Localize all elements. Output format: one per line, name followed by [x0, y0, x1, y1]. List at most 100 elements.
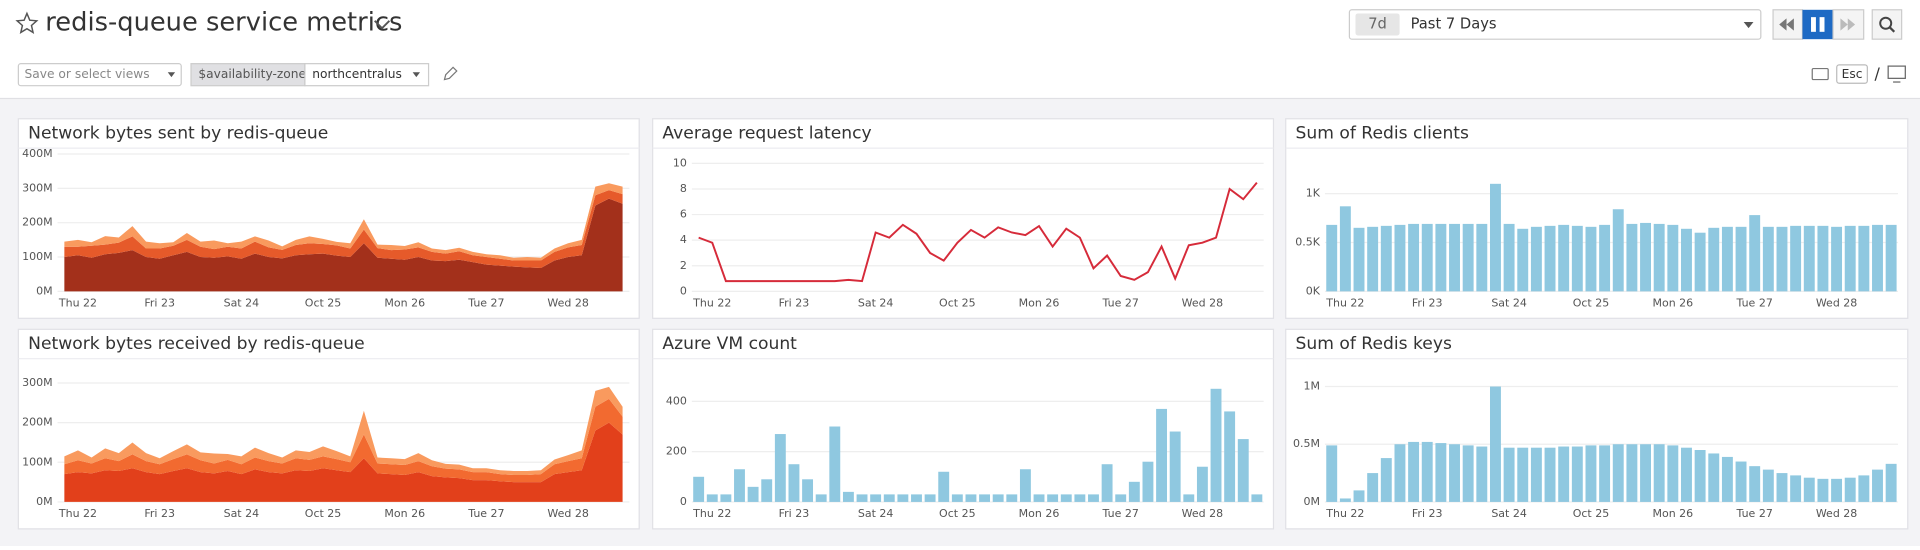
bar [856, 494, 868, 502]
time-picker-caret [1743, 22, 1754, 29]
bar [1476, 223, 1488, 292]
prev-icon [1779, 18, 1794, 31]
bar [774, 434, 786, 502]
bar [761, 479, 773, 502]
time-picker-box[interactable] [1348, 9, 1762, 40]
bar [1653, 444, 1665, 502]
bar [1544, 447, 1556, 502]
variable-value-box[interactable] [304, 63, 430, 87]
y-tick-label: 0.5K [1295, 235, 1320, 248]
bar [924, 494, 936, 502]
y-tick-label: 0M [1303, 495, 1320, 508]
y-tick-label: 300M [22, 376, 53, 389]
bar [1844, 225, 1856, 292]
x-tick-label: Thu 22 [1325, 507, 1364, 520]
x-tick-label: Sat 24 [858, 297, 894, 310]
bar [1831, 226, 1843, 292]
bar [1599, 224, 1611, 292]
bar [1489, 386, 1501, 502]
y-tick-label: 300M [22, 181, 53, 194]
bar [1831, 478, 1843, 502]
bar [1489, 183, 1501, 292]
bar [1033, 494, 1045, 502]
area-segment [64, 190, 623, 269]
pause-icon [1819, 17, 1825, 32]
x-tick-label: Thu 22 [58, 507, 97, 520]
bar [1517, 447, 1529, 502]
bar [1640, 222, 1651, 292]
bar [1476, 446, 1488, 502]
bar [1571, 446, 1583, 502]
y-tick-label: 1K [1306, 187, 1321, 200]
bar [1599, 445, 1611, 502]
y-tick-label: 0M [36, 284, 53, 297]
x-tick-label: Tue 27 [1102, 297, 1139, 310]
bar [1544, 225, 1556, 292]
bar [1339, 498, 1351, 502]
bar [1224, 411, 1236, 502]
bar [1367, 226, 1379, 292]
time-picker[interactable]: 7d Past 7 Days [1348, 9, 1762, 40]
bar [1872, 224, 1883, 292]
bar [693, 476, 705, 502]
bar [1721, 226, 1733, 292]
next-button[interactable] [1832, 9, 1865, 40]
bar [1681, 228, 1692, 292]
bar [1612, 209, 1624, 292]
x-tick-label: Mon 26 [1019, 297, 1060, 310]
x-tick-label: Tue 27 [467, 507, 504, 520]
bar [1142, 461, 1154, 502]
bar [1210, 388, 1222, 502]
bar [965, 494, 977, 502]
bar [1421, 441, 1433, 502]
bar [1640, 444, 1651, 502]
bar [1667, 224, 1679, 292]
bar [1339, 206, 1351, 292]
zoom-button[interactable] [1871, 9, 1903, 40]
bar [1088, 494, 1099, 502]
bar [1667, 445, 1679, 502]
views-select[interactable] [17, 63, 182, 87]
tv-mode-icon[interactable] [1887, 65, 1906, 79]
bar [1735, 226, 1747, 292]
x-tick-label: Mon 26 [384, 297, 425, 310]
y-tick-label: 200M [22, 216, 53, 229]
bar [1237, 439, 1249, 502]
keyboard-icon[interactable] [1811, 67, 1829, 81]
bar [1326, 224, 1338, 292]
bar [842, 491, 854, 502]
bar [1128, 481, 1140, 502]
dashboard-title: redis-queue service metrics [45, 8, 402, 38]
favorite-star[interactable] [15, 11, 39, 34]
bar [1367, 473, 1379, 502]
y-tick-label: 8 [680, 182, 687, 195]
bar [1749, 466, 1761, 502]
bar [1790, 475, 1802, 502]
x-tick-label: Mon 26 [1652, 297, 1693, 310]
panel-title: Sum of Redis clients [1296, 123, 1470, 143]
bar [1803, 225, 1815, 292]
bar [1408, 441, 1420, 502]
title-menu-chevron[interactable] [374, 20, 391, 30]
bar [815, 494, 827, 502]
variable-value: northcentralus [312, 67, 402, 81]
bar [1517, 228, 1529, 292]
bar [1885, 463, 1897, 502]
x-tick-label: Fri 23 [779, 507, 810, 520]
y-tick-label: 100M [22, 250, 53, 263]
panel-title: Sum of Redis keys [1296, 334, 1452, 354]
bar [720, 494, 732, 502]
edit-pencil[interactable] [443, 66, 458, 81]
variable-name: $availability-zone [198, 67, 306, 81]
x-tick-label: Fri 23 [1412, 507, 1443, 520]
time-shortcut: 7d [1368, 15, 1387, 32]
bar [1449, 223, 1460, 292]
pause-button[interactable] [1802, 9, 1834, 40]
bar [979, 494, 991, 502]
x-tick-label: Sat 24 [1491, 297, 1527, 310]
x-tick-label: Fri 23 [779, 297, 810, 310]
bar [802, 479, 814, 502]
bar [1169, 431, 1181, 502]
bar [1074, 494, 1086, 502]
y-tick-label: 100M [22, 455, 53, 468]
